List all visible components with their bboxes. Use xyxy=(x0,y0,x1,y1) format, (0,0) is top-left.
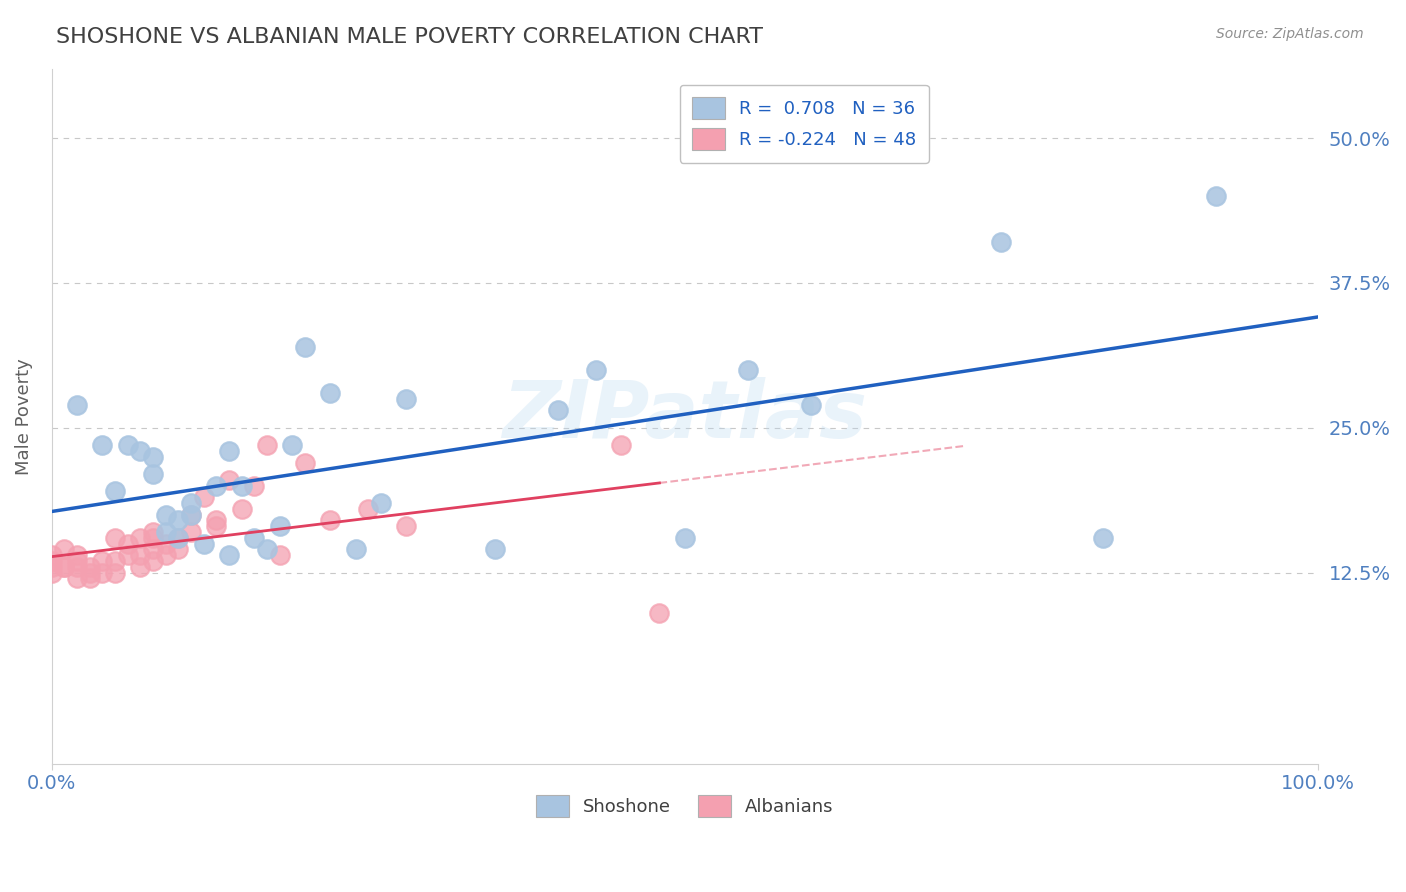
Point xyxy=(269,519,291,533)
Point xyxy=(547,403,569,417)
Point xyxy=(117,438,139,452)
Point xyxy=(585,363,607,377)
Point xyxy=(180,496,202,510)
Point xyxy=(41,559,63,574)
Point xyxy=(155,524,177,539)
Point xyxy=(218,444,240,458)
Point xyxy=(673,531,696,545)
Point xyxy=(129,559,152,574)
Point xyxy=(193,491,215,505)
Point xyxy=(1091,531,1114,545)
Point xyxy=(129,548,152,562)
Point xyxy=(142,554,165,568)
Point xyxy=(167,531,190,545)
Point xyxy=(79,559,101,574)
Point xyxy=(66,548,89,562)
Point xyxy=(66,554,89,568)
Point xyxy=(53,542,76,557)
Point xyxy=(218,473,240,487)
Point xyxy=(91,554,114,568)
Point xyxy=(53,559,76,574)
Point xyxy=(155,508,177,522)
Point xyxy=(104,554,127,568)
Point xyxy=(142,542,165,557)
Point xyxy=(104,531,127,545)
Point xyxy=(256,438,278,452)
Point xyxy=(344,542,367,557)
Point xyxy=(79,571,101,585)
Point xyxy=(648,606,671,620)
Point xyxy=(395,392,418,406)
Point xyxy=(800,398,823,412)
Point xyxy=(129,444,152,458)
Point xyxy=(41,548,63,562)
Point xyxy=(155,536,177,550)
Point xyxy=(294,456,316,470)
Text: SHOSHONE VS ALBANIAN MALE POVERTY CORRELATION CHART: SHOSHONE VS ALBANIAN MALE POVERTY CORREL… xyxy=(56,27,763,46)
Y-axis label: Male Poverty: Male Poverty xyxy=(15,358,32,475)
Point xyxy=(66,398,89,412)
Point xyxy=(66,571,89,585)
Point xyxy=(41,554,63,568)
Point xyxy=(180,508,202,522)
Point xyxy=(610,438,633,452)
Point xyxy=(370,496,392,510)
Point xyxy=(142,450,165,464)
Point xyxy=(155,548,177,562)
Point xyxy=(180,524,202,539)
Point xyxy=(104,484,127,499)
Point xyxy=(256,542,278,557)
Point xyxy=(79,566,101,580)
Legend: Shoshone, Albanians: Shoshone, Albanians xyxy=(529,788,841,824)
Point xyxy=(319,386,342,401)
Point xyxy=(91,566,114,580)
Point xyxy=(281,438,304,452)
Point xyxy=(117,536,139,550)
Point xyxy=(53,559,76,574)
Point xyxy=(205,513,228,527)
Point xyxy=(395,519,418,533)
Point xyxy=(167,542,190,557)
Point xyxy=(117,548,139,562)
Point xyxy=(66,559,89,574)
Text: Source: ZipAtlas.com: Source: ZipAtlas.com xyxy=(1216,27,1364,41)
Point xyxy=(231,501,253,516)
Point xyxy=(269,548,291,562)
Point xyxy=(205,519,228,533)
Point xyxy=(142,467,165,482)
Point xyxy=(990,235,1012,250)
Point xyxy=(91,438,114,452)
Point xyxy=(319,513,342,527)
Point xyxy=(231,479,253,493)
Point xyxy=(737,363,759,377)
Point xyxy=(1205,189,1227,203)
Point xyxy=(167,531,190,545)
Point xyxy=(142,531,165,545)
Text: ZIPatlas: ZIPatlas xyxy=(502,377,868,455)
Point xyxy=(205,479,228,493)
Point xyxy=(142,524,165,539)
Point xyxy=(243,531,266,545)
Point xyxy=(41,566,63,580)
Point xyxy=(294,340,316,354)
Point xyxy=(104,566,127,580)
Point xyxy=(129,531,152,545)
Point xyxy=(243,479,266,493)
Point xyxy=(180,508,202,522)
Point xyxy=(484,542,506,557)
Point xyxy=(357,501,380,516)
Point xyxy=(167,513,190,527)
Point xyxy=(218,548,240,562)
Point xyxy=(193,536,215,550)
